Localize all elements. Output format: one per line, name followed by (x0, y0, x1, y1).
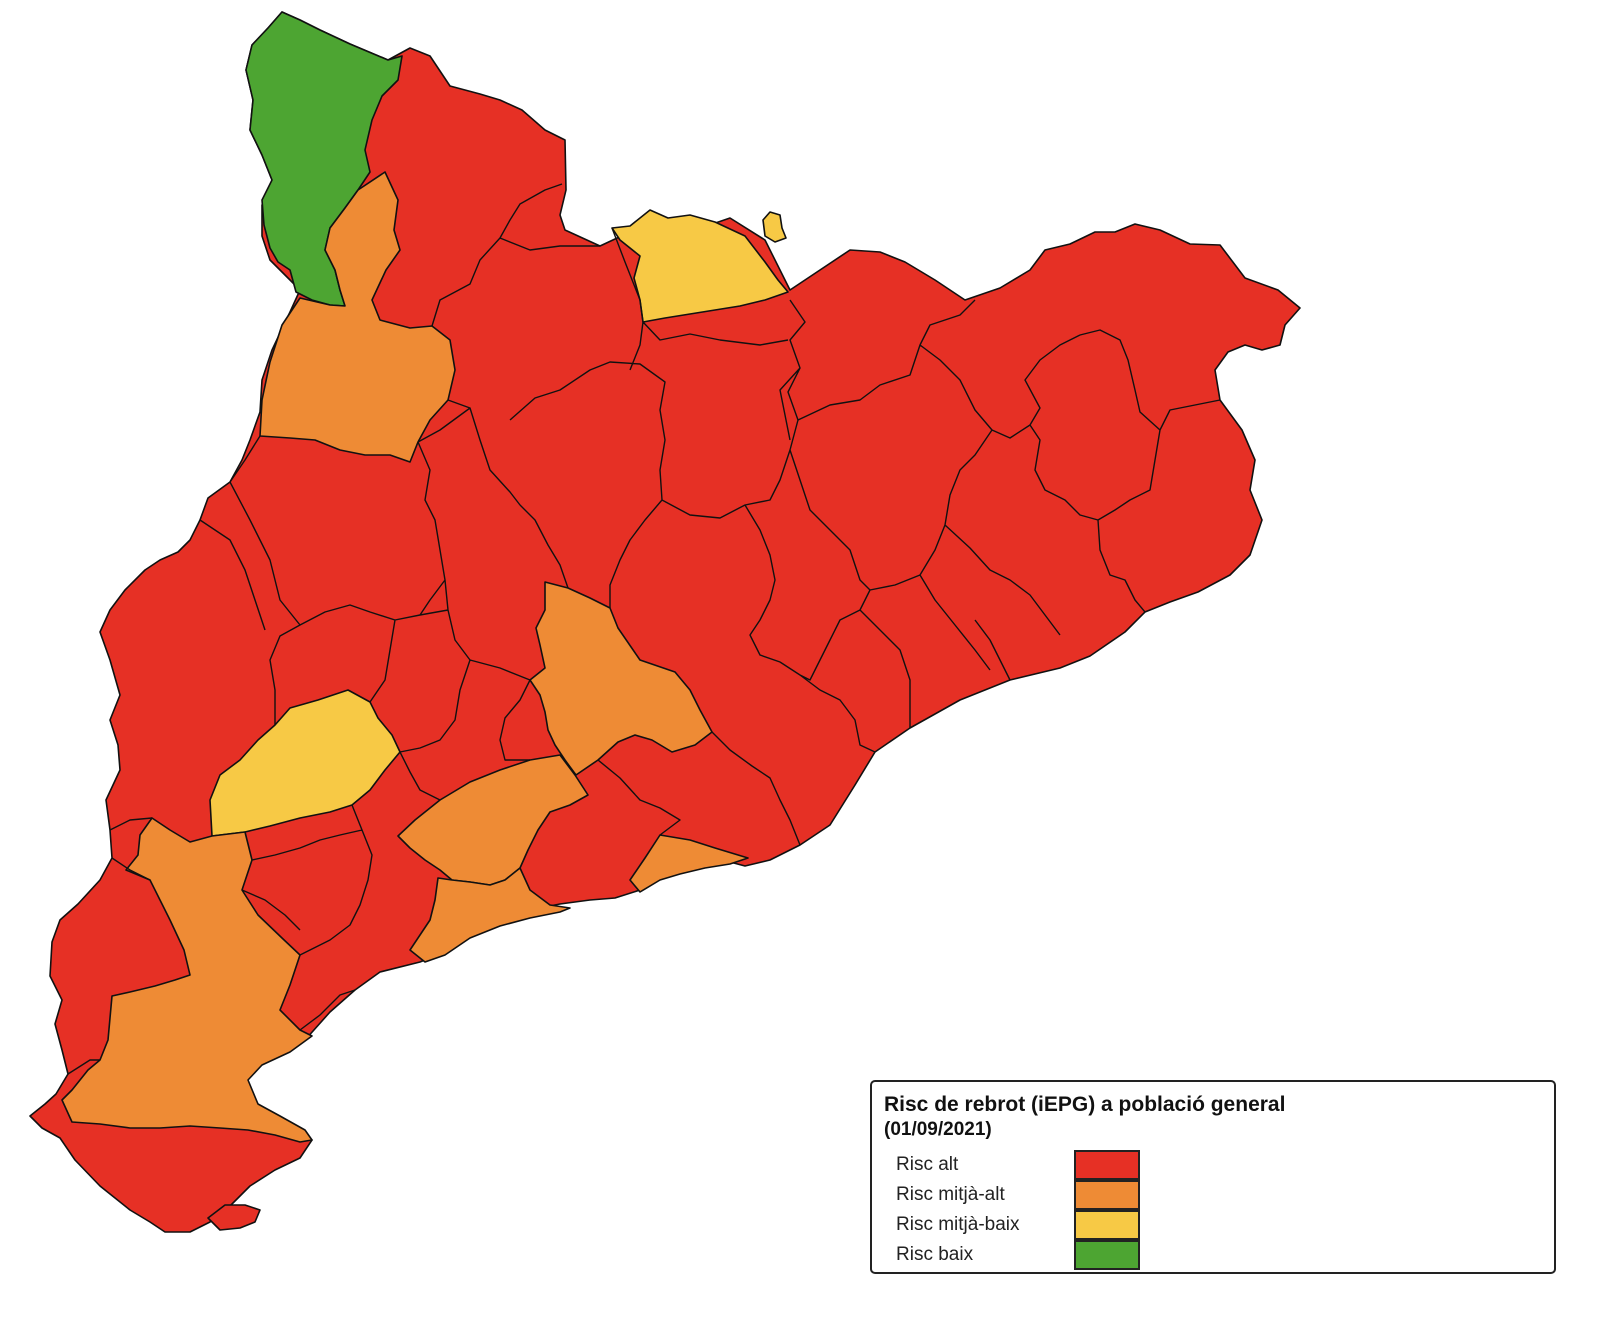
legend-swatch-risc-mitja-alt (1074, 1180, 1140, 1210)
legend-item-risc-baix: Risc baix (884, 1240, 1542, 1270)
region-medium-low-risk-enclave (763, 212, 786, 242)
legend-item-risc-mitja-alt: Risc mitjà-alt (884, 1180, 1542, 1210)
legend-title: Risc de rebrot (iEPG) a població general (884, 1092, 1542, 1118)
legend-label-risc-baix: Risc baix (896, 1244, 973, 1266)
legend-label-risc-mitja-baix: Risc mitjà-baix (896, 1214, 1020, 1236)
legend-date: (01/09/2021) (884, 1118, 1542, 1142)
legend-swatch-risc-mitja-baix (1074, 1210, 1140, 1240)
legend-item-risc-mitja-baix: Risc mitjà-baix (884, 1210, 1542, 1240)
legend-swatch-risc-alt (1074, 1150, 1140, 1180)
legend-item-risc-alt: Risc alt (884, 1150, 1542, 1180)
legend-swatch-risc-baix (1074, 1240, 1140, 1270)
legend-label-risc-mitja-alt: Risc mitjà-alt (896, 1184, 1005, 1206)
legend-label-risc-alt: Risc alt (896, 1154, 958, 1176)
map-legend: Risc de rebrot (iEPG) a població general… (870, 1080, 1556, 1274)
